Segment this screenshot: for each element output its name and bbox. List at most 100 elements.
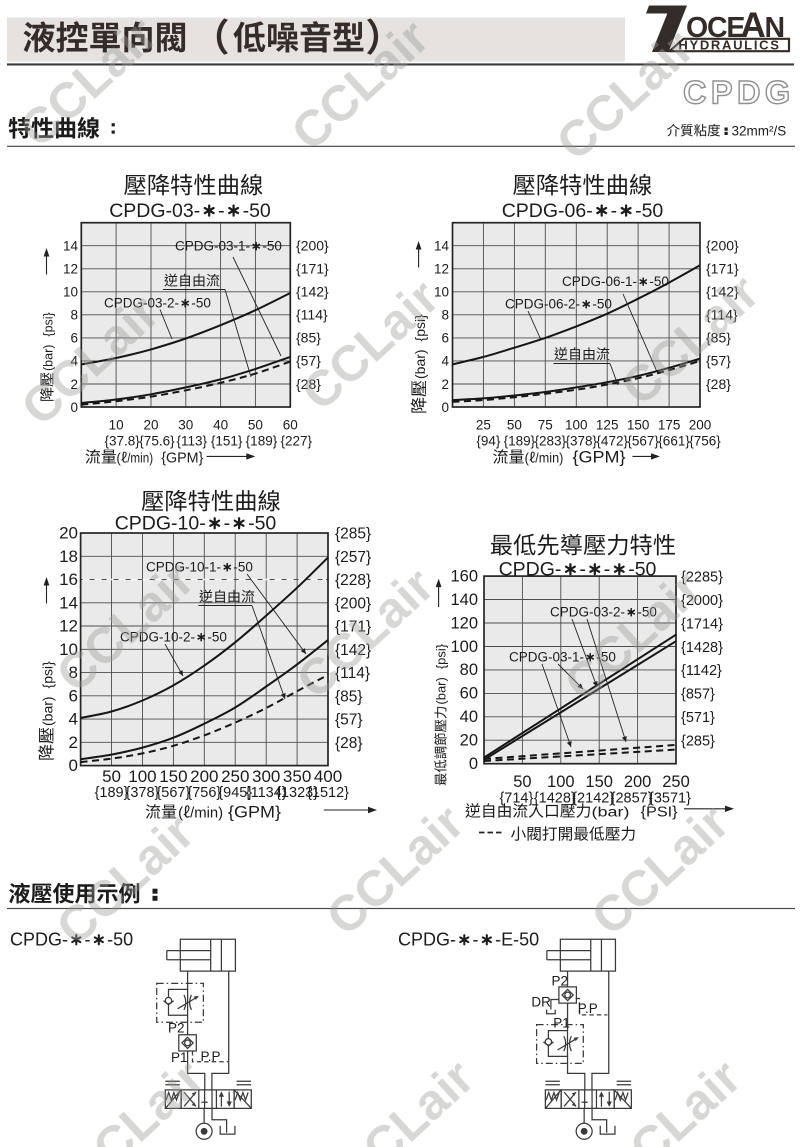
svg-text:(bar): (bar)	[592, 805, 630, 820]
svg-text:P.P: P.P	[578, 1001, 598, 1016]
svg-text:2: 2	[441, 377, 449, 392]
svg-text:50: 50	[102, 767, 121, 786]
svg-text:{37.8}: {37.8}	[104, 433, 140, 448]
svg-text:-50: -50	[628, 559, 656, 581]
svg-text:{285}: {285}	[681, 734, 715, 750]
svg-text:75: 75	[538, 418, 553, 433]
svg-text:2: 2	[69, 733, 78, 752]
svg-text:CPDG-03-2-: CPDG-03-2-	[550, 605, 625, 620]
svg-text:8: 8	[70, 308, 78, 323]
svg-text:-50: -50	[233, 560, 253, 575]
svg-text:-50: -50	[649, 274, 669, 289]
svg-text:14: 14	[59, 593, 78, 612]
svg-text:14: 14	[434, 239, 450, 254]
svg-text:CPDG-: CPDG-	[398, 930, 456, 950]
svg-text:{378}: {378}	[565, 433, 597, 448]
svg-text:400: 400	[314, 767, 342, 786]
svg-text:{28}: {28}	[335, 735, 363, 752]
svg-text:100: 100	[547, 773, 575, 791]
svg-text:{189}: {189}	[504, 433, 536, 448]
svg-text:200: 200	[689, 418, 712, 433]
svg-text:150: 150	[627, 418, 650, 433]
svg-text:N: N	[765, 12, 786, 44]
svg-text:80: 80	[460, 661, 478, 679]
svg-text:{171}: {171}	[706, 261, 739, 277]
svg-text:{567}: {567}	[627, 433, 659, 448]
svg-text:50: 50	[507, 418, 522, 433]
svg-text:{200}: {200}	[335, 595, 371, 612]
svg-text:30: 30	[178, 418, 193, 433]
svg-text:16: 16	[59, 570, 78, 589]
svg-text:HYDRAULICS: HYDRAULICS	[678, 37, 780, 52]
svg-text:CPDG-06-1-: CPDG-06-1-	[562, 274, 637, 289]
svg-text:120: 120	[450, 614, 478, 632]
svg-text:-: -	[218, 200, 225, 222]
svg-text:20: 20	[143, 418, 158, 433]
svg-text:{85}: {85}	[706, 330, 731, 346]
svg-text:{171}: {171}	[296, 261, 329, 277]
svg-text:8: 8	[441, 308, 449, 323]
svg-text:{1428}: {1428}	[534, 791, 576, 807]
svg-text:-E-50: -E-50	[495, 930, 539, 950]
svg-text:10: 10	[109, 418, 124, 433]
svg-text:{142}: {142}	[335, 642, 371, 659]
svg-text:DR: DR	[531, 995, 551, 1010]
svg-text:{228}: {228}	[335, 572, 371, 589]
svg-text:CPDG-: CPDG-	[499, 559, 562, 581]
svg-text:{2857}: {2857}	[611, 791, 653, 807]
svg-text:32mm²/S: 32mm²/S	[732, 123, 787, 138]
svg-text:50: 50	[248, 418, 263, 433]
svg-text:{28}: {28}	[706, 376, 731, 392]
svg-text:-50: -50	[207, 630, 227, 645]
svg-text:{1142}: {1142}	[681, 663, 722, 679]
svg-text:-: -	[85, 930, 91, 950]
svg-text:{PSI}: {PSI}	[641, 804, 678, 821]
svg-text:{75.6}: {75.6}	[139, 433, 175, 448]
svg-text:CPDG-03-1-: CPDG-03-1-	[175, 239, 250, 254]
svg-text:{571}: {571}	[681, 710, 715, 726]
svg-text:{85}: {85}	[335, 688, 363, 705]
svg-text:P1: P1	[553, 1016, 570, 1031]
svg-text:125: 125	[596, 418, 619, 433]
svg-text:CPDG: CPDG	[683, 75, 795, 111]
svg-text:CPDG-10-1-: CPDG-10-1-	[146, 560, 221, 575]
svg-text:{114}: {114}	[706, 307, 738, 323]
svg-text:-50: -50	[637, 605, 657, 620]
svg-text:12: 12	[434, 262, 449, 277]
svg-text:25: 25	[476, 418, 491, 433]
svg-text:4: 4	[69, 710, 78, 729]
svg-text:-50: -50	[248, 513, 276, 535]
svg-text:-50: -50	[243, 200, 271, 222]
svg-text:{661}: {661}	[658, 433, 690, 448]
svg-text:200: 200	[190, 767, 218, 786]
svg-text:20: 20	[460, 732, 478, 750]
svg-text:-: -	[579, 559, 586, 581]
svg-text:0: 0	[469, 755, 478, 773]
svg-text:P2: P2	[552, 973, 569, 988]
svg-text:CPDG-03-2-: CPDG-03-2-	[104, 296, 179, 311]
svg-text:14: 14	[63, 239, 79, 254]
svg-text:{3571}: {3571}	[649, 791, 691, 807]
svg-text:{114}: {114}	[335, 665, 370, 682]
svg-text:-50: -50	[262, 239, 282, 254]
svg-text:{GPM}: {GPM}	[161, 451, 203, 467]
svg-text:{28}: {28}	[296, 376, 321, 392]
svg-text:160: 160	[450, 567, 478, 585]
svg-text:{567}: {567}	[156, 785, 190, 801]
svg-text:{2142}: {2142}	[572, 791, 614, 807]
svg-text:{171}: {171}	[335, 619, 371, 636]
svg-text:12: 12	[59, 617, 78, 636]
svg-text:250: 250	[662, 773, 690, 791]
svg-text:-: -	[224, 513, 231, 535]
svg-text:40: 40	[460, 708, 478, 726]
svg-text:150: 150	[159, 767, 187, 786]
svg-text:{2285}: {2285}	[681, 569, 723, 585]
svg-text:{85}: {85}	[296, 330, 321, 346]
svg-text:-: -	[473, 930, 479, 950]
svg-text:{378}: {378}	[126, 785, 160, 801]
svg-text:-: -	[604, 559, 611, 581]
svg-text:{857}: {857}	[681, 687, 715, 703]
svg-text:CPDG-03-: CPDG-03-	[109, 200, 200, 222]
svg-text:{57}: {57}	[335, 712, 363, 729]
svg-text:4: 4	[70, 354, 78, 369]
